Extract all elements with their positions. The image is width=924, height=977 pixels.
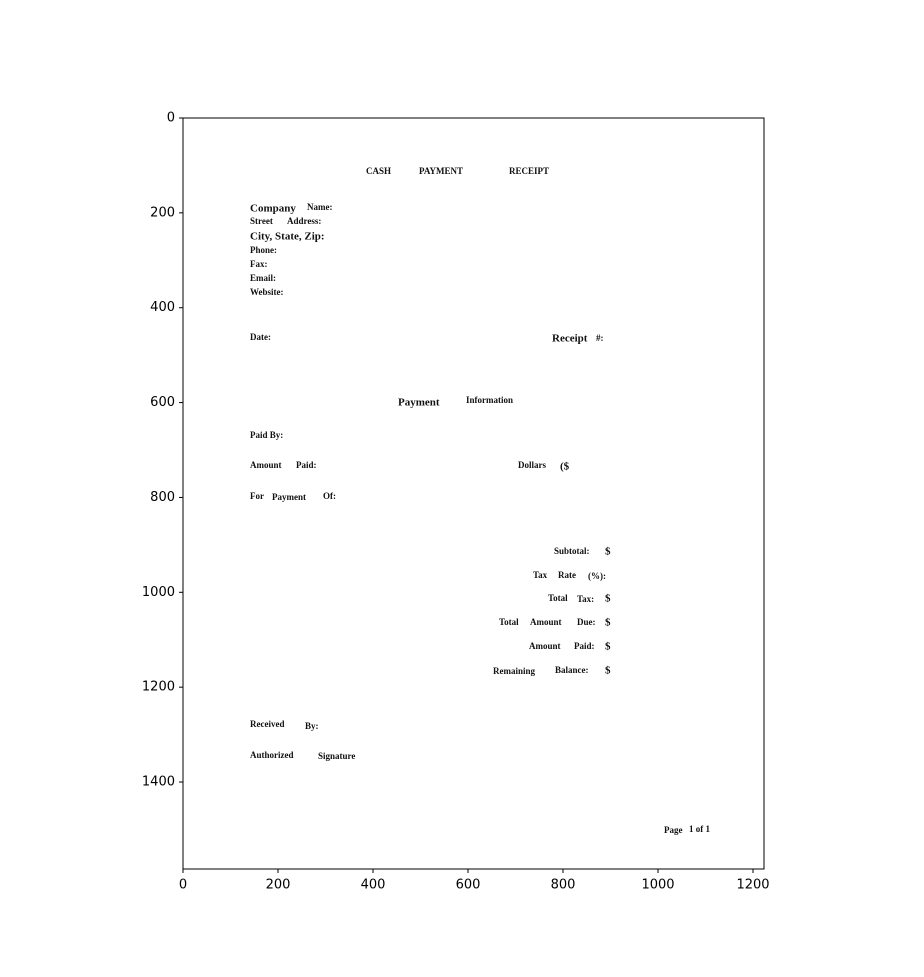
document-word: Due: <box>577 617 596 627</box>
document-word: Information <box>466 395 513 405</box>
document-word: Amount <box>250 460 282 470</box>
document-word: (%): <box>588 571 606 581</box>
document-word: Signature <box>318 751 355 761</box>
document-word: Website: <box>250 287 284 297</box>
document-word: Street <box>250 216 273 226</box>
document-word: Total <box>499 617 519 627</box>
document-word: Name: <box>307 202 333 212</box>
document-word: Receipt <box>552 333 588 345</box>
document-word: Rate <box>558 570 576 580</box>
document-word: Paid: <box>296 460 317 470</box>
document-word: Email: <box>250 273 276 283</box>
document-word: Total <box>548 593 568 603</box>
x-tick-label: 800 <box>551 878 576 893</box>
document-word: Phone: <box>250 245 277 255</box>
document-image <box>182 117 765 870</box>
document-word: ($ <box>560 461 570 473</box>
document-word: $ <box>605 617 611 629</box>
document-word: By: <box>305 721 319 731</box>
document-word: Amount <box>530 617 562 627</box>
document-word: Fax: <box>250 259 268 269</box>
y-tick-label: 800 <box>150 490 175 505</box>
document-word: Dollars <box>518 460 546 470</box>
x-tick-label: 1200 <box>736 878 769 893</box>
y-tick-label: 600 <box>150 395 175 410</box>
y-tick-label: 1000 <box>142 585 175 600</box>
document-word: 1 of 1 <box>689 824 710 834</box>
document-word: $ <box>605 641 611 653</box>
x-tick-label: 400 <box>361 878 386 893</box>
y-tick-label: 400 <box>150 300 175 315</box>
document-word: Paid: <box>574 641 595 651</box>
document-word: For <box>250 491 264 501</box>
document-word: Company <box>250 203 296 215</box>
y-tick-label: 1200 <box>142 680 175 695</box>
document-word: Date: <box>250 332 271 342</box>
document-word: Amount <box>529 641 561 651</box>
document-word: Authorized <box>250 750 294 760</box>
document-word: $ <box>605 665 611 677</box>
document-word: $ <box>605 546 611 558</box>
document-word: Received <box>250 719 284 729</box>
document-word: Remaining <box>493 666 536 676</box>
document-word: Paid By: <box>250 430 283 440</box>
document-word: RECEIPT <box>509 166 549 176</box>
x-tick-label: 200 <box>266 878 291 893</box>
document-word: Tax <box>533 570 548 580</box>
y-tick-label: 0 <box>167 111 175 126</box>
document-word: $ <box>605 593 611 605</box>
document-word: CASH <box>366 166 391 176</box>
document-word: Subtotal: <box>554 546 590 556</box>
document-word: Payment <box>398 397 440 409</box>
x-tick-label: 1000 <box>641 878 674 893</box>
y-tick-label: 1400 <box>142 775 175 790</box>
document-word: Tax: <box>577 594 594 604</box>
x-tick-label: 0 <box>179 878 187 893</box>
document-word: City, State, Zip: <box>250 231 325 243</box>
document-word: Address: <box>287 216 321 226</box>
document-word: #: <box>596 333 604 343</box>
document-word: Payment <box>272 492 306 502</box>
document-word: Balance: <box>555 665 589 675</box>
document-word: Of: <box>323 491 336 501</box>
document-word: Page <box>664 825 683 835</box>
y-tick-label: 200 <box>150 205 175 220</box>
document-word: PAYMENT <box>419 166 463 176</box>
x-tick-label: 600 <box>456 878 481 893</box>
